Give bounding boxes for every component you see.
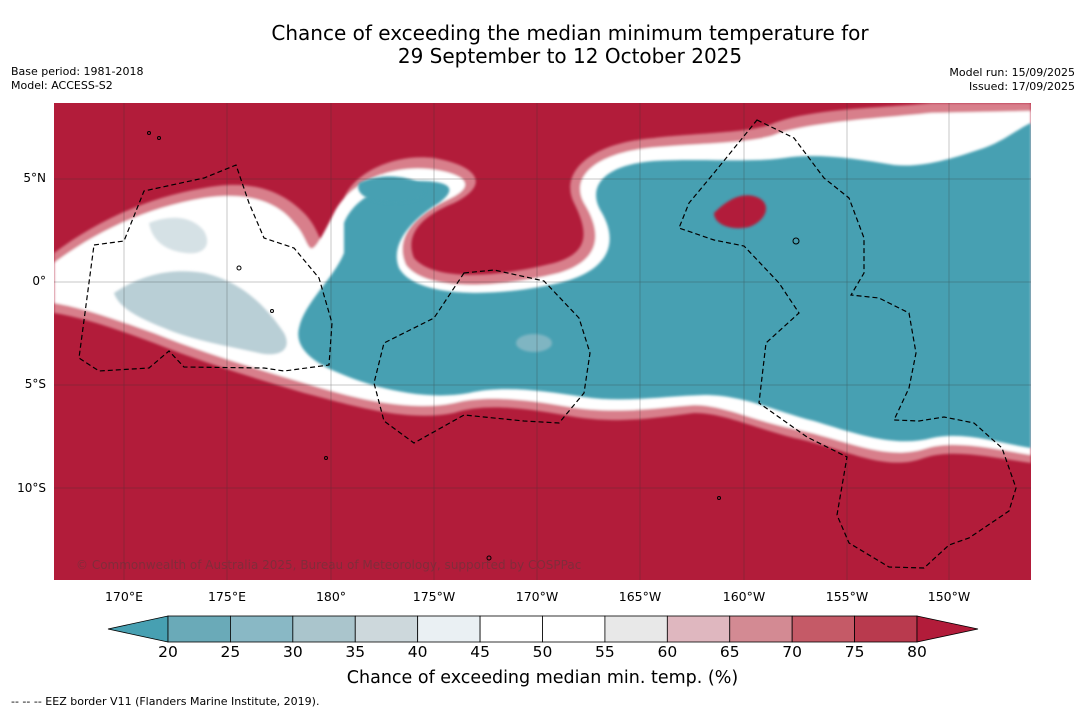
colorbar (107, 615, 979, 643)
colorbar-tick-label: 30 (282, 643, 303, 661)
colorbar-extend-low (107, 615, 169, 643)
islands (147, 131, 800, 561)
eez-borders (78, 119, 1017, 569)
colorbar-tick-label: 60 (657, 643, 678, 661)
lon-label-180: 180° (315, 589, 347, 604)
colorbar-tick-label: 35 (345, 643, 366, 661)
colorbar-segment (854, 615, 918, 643)
colorbar-segment (354, 615, 419, 643)
lon-label-175e: 175°E (207, 589, 246, 604)
lon-label-150w: 150°W (927, 589, 971, 604)
colorbar-tick-label: 40 (407, 643, 428, 661)
lon-label-170e: 170°E (104, 589, 143, 604)
colorbar-segment (479, 615, 543, 643)
colorbar-title: Chance of exceeding median min. temp. (%… (346, 668, 739, 688)
colorbar-tick-label: 75 (844, 643, 865, 661)
colorbar-tick-label: 50 (532, 643, 553, 661)
above-median-intrusion (714, 195, 767, 229)
lon-label-170w: 170°W (515, 589, 559, 604)
forecast-map (54, 103, 1031, 580)
colorbar-tick-label: 25 (220, 643, 241, 661)
lat-label-5s: 5°S (24, 377, 46, 391)
map-title-line1: Chance of exceeding the median minimum t… (271, 21, 869, 45)
meta-right: Model run: 15/09/2025 Issued: 17/09/2025 (949, 66, 1075, 94)
colorbar-segment (292, 615, 356, 643)
lon-label-165w: 165°W (618, 589, 662, 604)
colorbar-tick-label: 80 (907, 643, 927, 661)
near-median-region-2 (149, 217, 208, 254)
below-median-blob (358, 176, 426, 203)
colorbar-segment (230, 615, 294, 643)
meta-left: Base period: 1981-2018 Model: ACCESS-S2 (11, 65, 143, 93)
grid-lines (54, 103, 1031, 580)
colorbar-tick-label: 20 (158, 643, 178, 661)
colorbar-tick-label: 55 (595, 643, 615, 661)
colorbar-segment (604, 615, 668, 643)
colorbar-tick-label: 65 (719, 643, 740, 661)
below-median-region (298, 123, 1031, 448)
lon-label-155w: 155°W (825, 589, 869, 604)
colorbar-segment (542, 615, 606, 643)
lon-label-160w: 160°W (722, 589, 766, 604)
colorbar-segment (791, 615, 855, 643)
base-period: Base period: 1981-2018 (11, 65, 144, 78)
model-run: Model run: 15/09/2025 (949, 66, 1075, 79)
lat-label-0: 0° (32, 274, 46, 288)
copyright-notice: © Commonwealth of Australia 2025, Bureau… (76, 558, 582, 572)
colorbar-segment (729, 615, 793, 643)
lat-label-5n: 5°N (23, 171, 46, 185)
colorbar-segment (666, 615, 731, 643)
issued-date: Issued: 17/09/2025 (968, 80, 1075, 93)
colorbar-extend-high (916, 615, 979, 643)
near-median-region (114, 271, 287, 355)
model-name: Model: ACCESS-S2 (11, 79, 113, 92)
map-title-line2: 29 September to 12 October 2025 (397, 44, 743, 68)
lat-label-10s: 10°S (17, 481, 46, 495)
eez-footnote: -- -- -- EEZ border V11 (Flanders Marine… (11, 695, 320, 708)
colorbar-tick-label: 70 (782, 643, 803, 661)
colorbar-segment (167, 615, 231, 643)
teal-patch (516, 334, 552, 352)
colorbar-tick-label: 45 (470, 643, 490, 661)
colorbar-segment (417, 615, 481, 643)
lon-label-175w: 175°W (412, 589, 456, 604)
